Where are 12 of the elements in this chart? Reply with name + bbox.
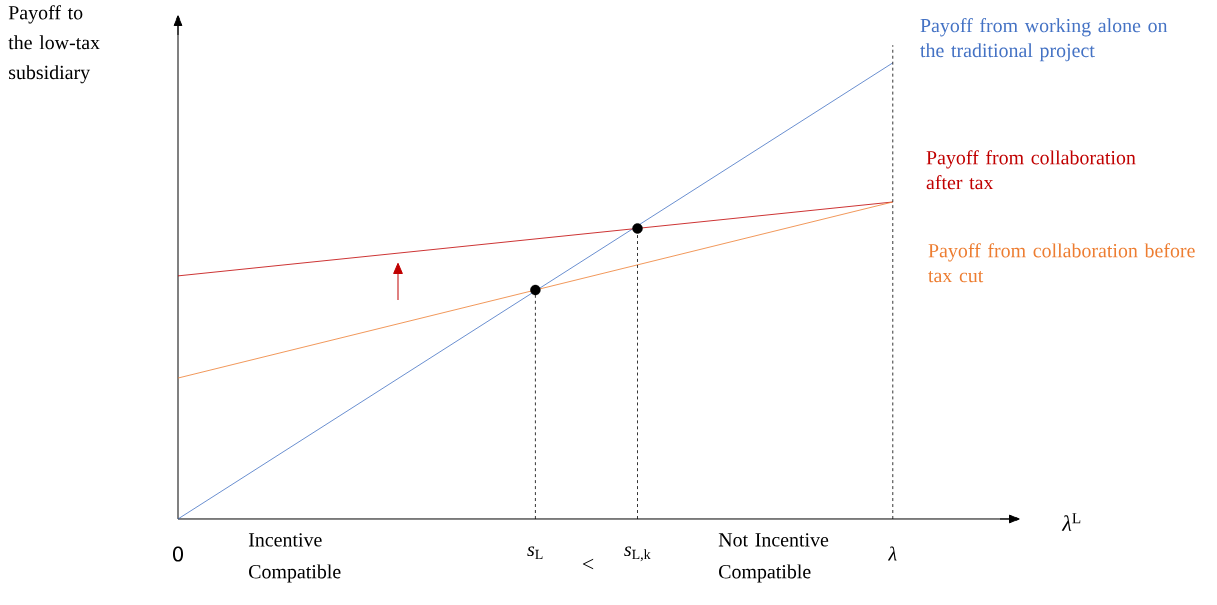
series-label: Payoff from working alone on the traditional project: [920, 18, 1168, 62]
text: Incentive Compatible: [248, 533, 341, 583]
text: Payoff from collaboration before tax cut: [928, 243, 1195, 283]
text: λ$^{L}$: [1061, 513, 1081, 531]
x-tick-label: s$_{L,k}$: [624, 546, 651, 562]
y-axis-title: Payoff to the low-tax subsidiary: [8, 5, 100, 84]
x-tick-label: λ: [887, 546, 897, 561]
text: Not Incentive Compatible: [718, 533, 829, 583]
series-label: Payoff from collaboration after tax: [926, 150, 1136, 190]
text: <: [582, 558, 594, 570]
x-tick-label: 0: [172, 546, 184, 562]
x-tick-label: s$_{L}$: [527, 546, 543, 559]
